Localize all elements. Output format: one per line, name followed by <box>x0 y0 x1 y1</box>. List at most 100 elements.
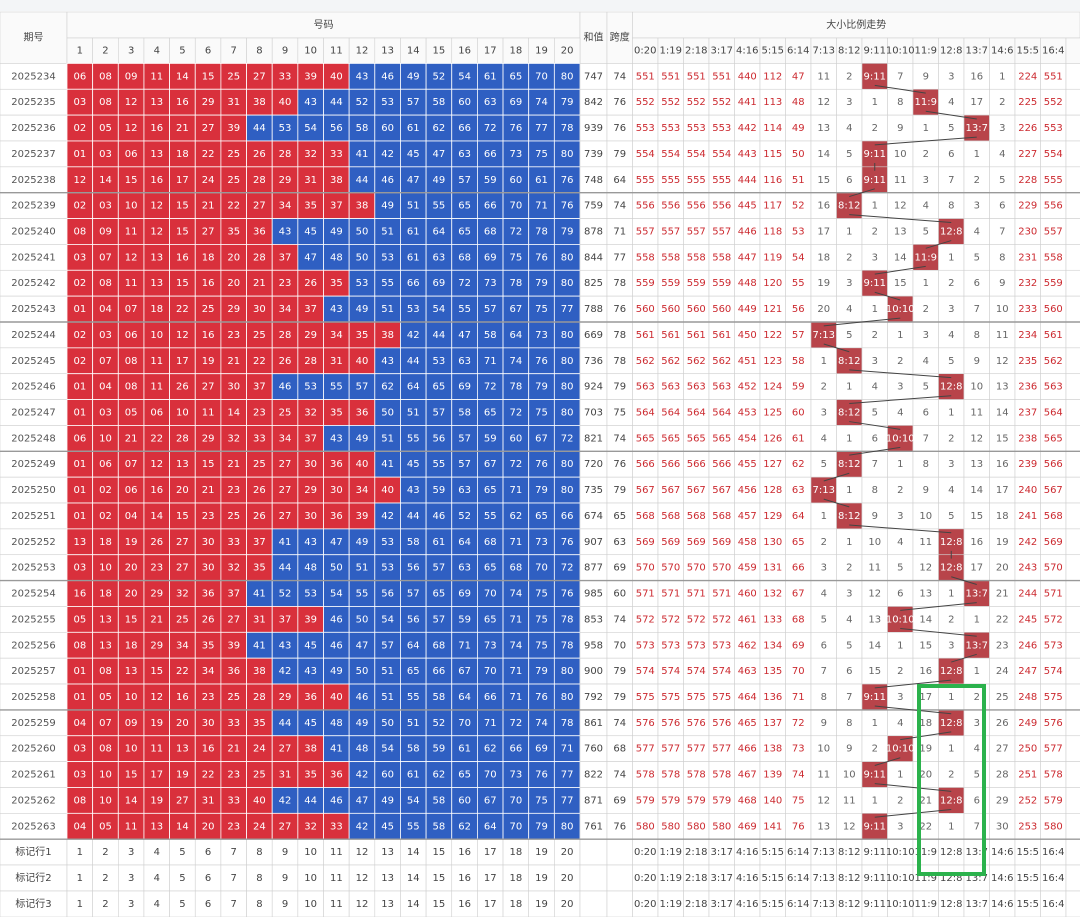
draw-number: 74 <box>535 718 548 729</box>
draw-number: 72 <box>484 382 497 393</box>
draw-number: 16 <box>150 485 163 496</box>
trend-miss: 128 <box>763 485 782 496</box>
trend-miss: 7 <box>923 433 929 444</box>
draw-number: 31 <box>279 770 292 781</box>
trend-miss: 575 <box>661 692 680 703</box>
draw-number: 10 <box>125 692 138 703</box>
draw-number: 06 <box>125 330 138 341</box>
draw-number: 75 <box>535 640 548 651</box>
trend-miss: 22 <box>919 821 932 832</box>
trend-miss: 560 <box>687 304 706 315</box>
big-number-cell <box>528 425 555 452</box>
trend-miss: 555 <box>1044 175 1063 186</box>
draw-number: 20 <box>227 278 240 289</box>
trend-miss: 250 <box>1018 744 1037 755</box>
draw-number: 30 <box>227 382 240 393</box>
draw-number: 41 <box>356 149 369 160</box>
draw-number: 55 <box>407 433 420 444</box>
draw-number: 13 <box>99 640 112 651</box>
trend-miss: 567 <box>636 485 655 496</box>
big-number-cell <box>451 399 478 426</box>
trend-hit-cell <box>836 399 863 426</box>
trend-miss: 20 <box>919 770 932 781</box>
trend-hit: 9:11 <box>864 175 886 186</box>
draw-number: 38 <box>253 666 266 677</box>
trend-miss: 141 <box>763 821 782 832</box>
trend-miss: 12 <box>817 97 830 108</box>
big-number-cell <box>374 140 401 168</box>
trend-miss: 235 <box>1018 356 1037 367</box>
draw-number: 70 <box>510 201 523 212</box>
trend-hit: 12:8 <box>940 718 962 729</box>
trend-cell <box>861 373 888 400</box>
trend-miss: 112 <box>763 71 782 82</box>
big-number-cell <box>502 373 530 400</box>
trend-hit-cell <box>861 269 888 297</box>
draw-number: 27 <box>279 485 292 496</box>
draw-number: 78 <box>561 123 574 134</box>
trend-cell <box>810 114 837 142</box>
issue: 2025236 <box>11 123 56 134</box>
header-cell <box>632 37 659 64</box>
big-number-cell <box>425 502 453 530</box>
draw-number: 18 <box>202 252 215 263</box>
draw-number: 29 <box>150 589 163 600</box>
trend-miss: 20 <box>817 304 830 315</box>
draw-number: 21 <box>125 433 138 444</box>
draw-number: 80 <box>561 382 574 393</box>
draw-number: 43 <box>381 356 394 367</box>
trend-miss: 572 <box>661 614 680 625</box>
trend-miss: 567 <box>687 485 706 496</box>
trend-cell <box>759 450 786 478</box>
trend-miss: 578 <box>712 770 731 781</box>
small-number-cell <box>323 476 350 504</box>
trend-miss: 50 <box>792 149 805 160</box>
trend-miss: 459 <box>738 563 757 574</box>
span: 63 <box>613 537 626 548</box>
header-cell <box>246 37 273 64</box>
draw-number: 13 <box>73 537 86 548</box>
draw-number: 16 <box>176 252 189 263</box>
trend-miss: 229 <box>1018 201 1037 212</box>
draw-number: 13 <box>150 149 163 160</box>
draw-number: 75 <box>535 795 548 806</box>
draw-number: 03 <box>73 97 86 108</box>
trend-miss: 561 <box>1044 330 1063 341</box>
trend-miss: 553 <box>712 123 731 134</box>
trend-miss: 571 <box>1044 589 1063 600</box>
draw-number: 12 <box>125 252 138 263</box>
draw-number: 65 <box>458 226 471 237</box>
draw-number: 50 <box>356 226 369 237</box>
draw-number: 54 <box>458 71 471 82</box>
draw-number: 70 <box>458 718 471 729</box>
draw-number: 62 <box>510 511 523 522</box>
trend-miss: 6 <box>846 666 852 677</box>
footer-number: 15 <box>433 847 446 858</box>
trend-miss: 71 <box>792 692 805 703</box>
draw-number: 28 <box>253 175 266 186</box>
draw-number: 03 <box>73 744 86 755</box>
trend-miss: 569 <box>712 537 731 548</box>
trend-miss: 441 <box>738 97 757 108</box>
trend-cell <box>708 192 735 219</box>
trend-cell <box>810 218 837 245</box>
big-number-cell <box>400 425 427 452</box>
draw-number: 71 <box>484 356 497 367</box>
small-number-cell <box>143 295 170 323</box>
footer-number: 3 <box>128 873 134 884</box>
trend-miss: 251 <box>1018 770 1037 781</box>
trend-cell <box>785 166 812 193</box>
trend-miss: 557 <box>712 226 731 237</box>
header-cell <box>194 37 222 64</box>
trend-cell <box>861 399 888 426</box>
trend-miss: 558 <box>687 252 706 263</box>
trend-cell <box>708 295 735 323</box>
footer-ratio: 14:6 <box>991 873 1013 884</box>
trend-miss: 577 <box>687 744 706 755</box>
draw-number: 53 <box>381 537 394 548</box>
trend-hit: 10:10 <box>886 433 915 444</box>
trend-miss: 2 <box>872 123 878 134</box>
trend-miss: 1 <box>897 770 903 781</box>
small-number-cell <box>271 140 299 168</box>
draw-number: 25 <box>227 692 240 703</box>
